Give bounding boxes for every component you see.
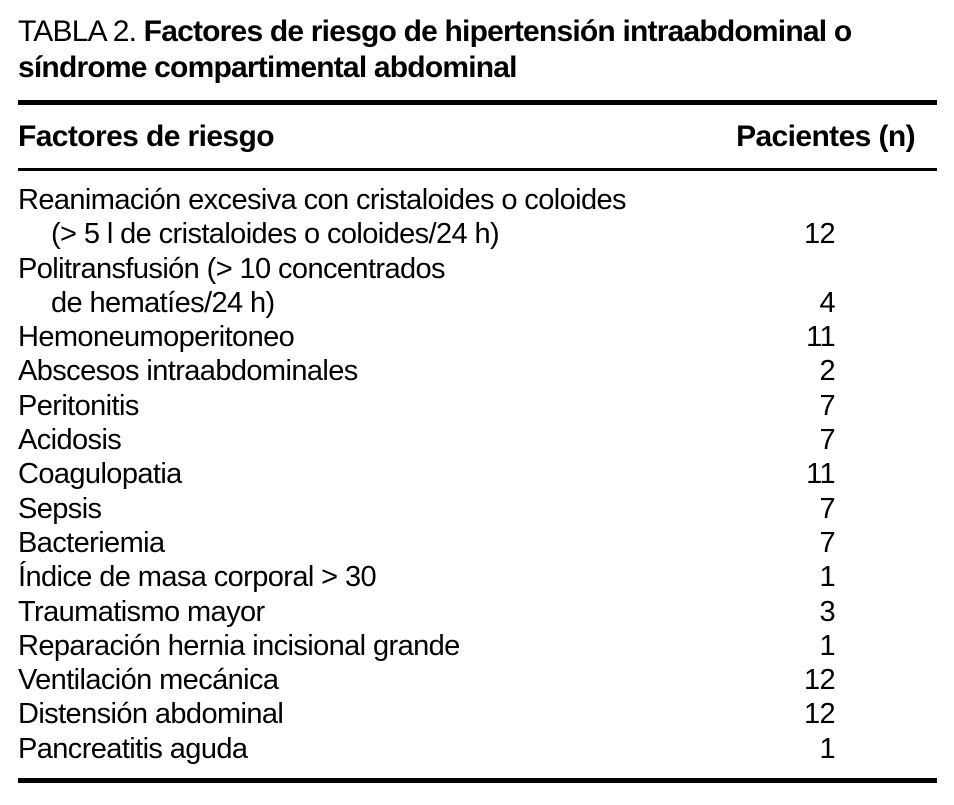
patient-count: 1: [819, 561, 835, 594]
risk-factor-cell: Hemoneumoperitoneo: [18, 320, 789, 354]
patient-count: 11: [806, 458, 836, 491]
header-rule: [18, 168, 937, 171]
table-row: Pancreatitis aguda 1: [18, 732, 937, 766]
patient-count: 3: [819, 595, 835, 628]
patient-count: 2: [819, 355, 835, 388]
table-row: Ventilación mecánica 12: [18, 663, 937, 697]
risk-factor-line: Acidosis: [18, 424, 122, 457]
patient-count: 7: [819, 492, 835, 525]
table-header-row: Factores de riesgo Pacientes (n): [18, 105, 937, 168]
risk-factor-cell: Distensión abdominal: [18, 697, 789, 731]
risk-factor-line: Reparación hernia incisional grande: [18, 629, 460, 662]
patient-count: 12: [803, 664, 836, 697]
risk-factor-line: Hemoneumoperitoneo: [18, 321, 295, 354]
table-row: Distensión abdominal 12: [18, 697, 937, 731]
table-row: Politransfusión (> 10 concentrados de hem…: [18, 252, 937, 321]
risk-factor-cell: Abscesos intraabdominales: [18, 354, 789, 388]
risk-factor-line: Pancreatitis aguda: [18, 732, 248, 765]
table-row: Índice de masa corporal > 30 1: [18, 560, 937, 594]
risk-factor-cell: Pancreatitis aguda: [18, 732, 789, 766]
risk-factor-line: Sepsis: [18, 492, 102, 525]
risk-factor-cell: Bacteriemia: [18, 526, 789, 560]
risk-factor-cell: Peritonitis: [18, 389, 789, 423]
risk-factor-cell: Traumatismo mayor: [18, 595, 789, 629]
top-rule: [18, 100, 937, 105]
column-header-risk-factors: Factores de riesgo: [18, 120, 275, 153]
bottom-rule: [18, 778, 937, 784]
patient-count: 12: [803, 698, 836, 731]
risk-factor-line: Coagulopatia: [18, 458, 182, 491]
table-row: Reparación hernia incisional grande 1: [18, 629, 937, 663]
patient-count: 7: [819, 424, 835, 457]
risk-factor-cell: Politransfusión (> 10 concentrados de hem…: [18, 252, 789, 321]
table-row: Acidosis 7: [18, 423, 937, 457]
patient-count: 11: [806, 321, 836, 354]
risk-factor-cell: Reparación hernia incisional grande: [18, 629, 789, 663]
risk-factor-line: Reanimación excesiva con cristaloides o …: [18, 184, 627, 216]
table-row: Coagulopatia 11: [18, 457, 937, 491]
table-caption: TABLA 2. Factores de riesgo de hipertens…: [18, 14, 937, 86]
risk-factor-continuation-line: de hematíes/24 h): [51, 286, 275, 319]
risk-factor-cell: Coagulopatia: [18, 457, 789, 491]
risk-factor-cell: Reanimación excesiva con cristaloides o …: [18, 183, 789, 252]
risk-factor-line: Bacteriemia: [18, 526, 165, 559]
patient-count: 1: [819, 629, 835, 662]
table-title-text: Factores de riesgo de hipertensión intra…: [18, 15, 852, 84]
table-row: Hemoneumoperitoneo 11: [18, 320, 937, 354]
risk-factor-cell: Índice de masa corporal > 30: [18, 560, 789, 594]
patient-count: 4: [819, 286, 835, 319]
table-row: Abscesos intraabdominales 2: [18, 354, 937, 388]
risk-factor-cell: Sepsis: [18, 492, 789, 526]
table-row: Peritonitis 7: [18, 389, 937, 423]
patient-count: 12: [803, 218, 836, 251]
risk-factor-line: Abscesos intraabdominales: [18, 355, 358, 388]
risk-factor-cell: Acidosis: [18, 423, 789, 457]
table-row: Sepsis 7: [18, 492, 937, 526]
risk-factor-cell: Ventilación mecánica: [18, 663, 789, 697]
table-row: Traumatismo mayor 3: [18, 595, 937, 629]
table-row: Bacteriemia 7: [18, 526, 937, 560]
patient-count: 7: [819, 526, 835, 559]
risk-factor-continuation-line: (> 5 l de cristaloides o coloides/24 h): [51, 218, 500, 251]
risk-factor-line: Índice de masa corporal > 30: [18, 561, 377, 594]
table-body: Reanimación excesiva con cristaloides o …: [18, 171, 937, 778]
patient-count: 7: [819, 389, 835, 422]
column-header-patients: Pacientes (n): [736, 120, 916, 153]
risk-factor-line: Peritonitis: [18, 389, 139, 422]
table-row: Reanimación excesiva con cristaloides o …: [18, 183, 937, 252]
risk-factor-line: Traumatismo mayor: [18, 595, 265, 628]
patient-count: 1: [819, 732, 835, 765]
table-label: TABLA 2.: [18, 15, 137, 48]
risk-factor-line: Distensión abdominal: [18, 698, 284, 731]
risk-factor-line: Ventilación mecánica: [18, 664, 279, 697]
risk-factor-line: Politransfusión (> 10 concentrados: [18, 252, 446, 285]
